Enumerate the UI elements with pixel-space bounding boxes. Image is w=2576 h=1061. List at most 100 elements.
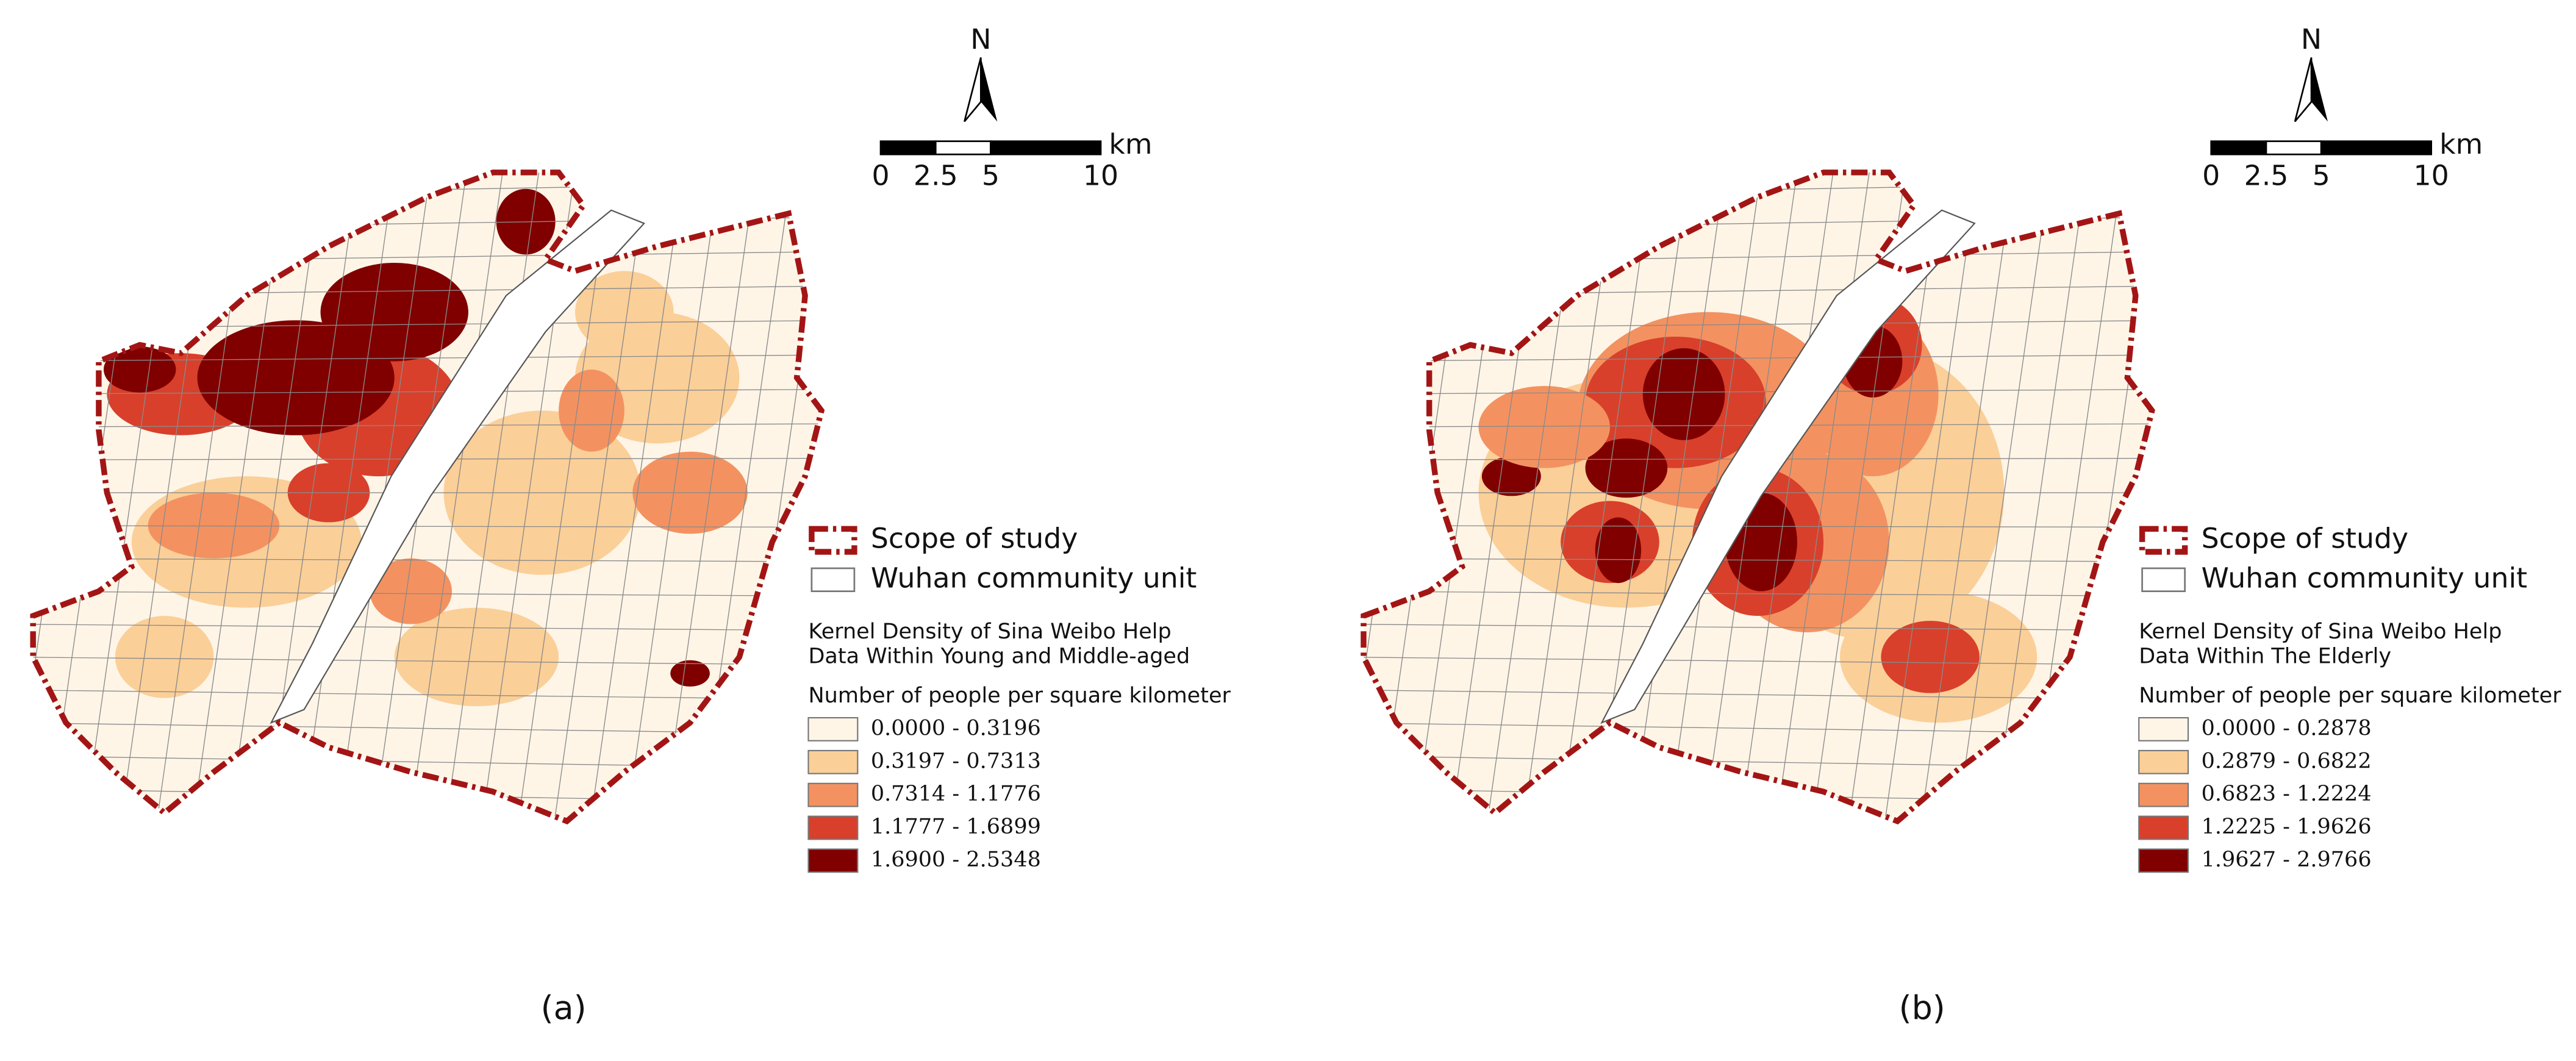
unit-boundary xyxy=(33,558,822,562)
unit-boundary xyxy=(33,388,822,395)
class-swatch xyxy=(807,782,859,807)
class-swatch xyxy=(2138,782,2189,807)
scale-segment xyxy=(934,140,992,155)
scale-segment xyxy=(990,140,1102,155)
unit-boundary xyxy=(0,854,854,873)
boundary-swatch xyxy=(2139,526,2188,555)
scale-label: 10 xyxy=(2414,159,2449,191)
density-patch xyxy=(575,271,674,354)
north-arrow xyxy=(964,57,982,123)
unit-boundary xyxy=(33,623,822,631)
density-patch xyxy=(197,320,395,435)
density-patch xyxy=(1642,348,1725,440)
scale-label: 2.5 xyxy=(914,159,958,191)
unit-boundary xyxy=(33,354,822,362)
study-boundary xyxy=(1361,170,2155,825)
scale-label: 0 xyxy=(871,159,889,191)
density-patch xyxy=(370,558,453,624)
class-swatch xyxy=(2138,848,2189,873)
unit-boundary xyxy=(33,182,822,198)
density-patch xyxy=(670,660,710,687)
north-arrow xyxy=(2294,57,2313,123)
north-arrow xyxy=(981,57,998,122)
scale-label: 0 xyxy=(2202,159,2220,191)
class-label: 1.6900 - 2.5348 xyxy=(871,848,1041,872)
unit-boundary xyxy=(1363,172,1367,821)
class-swatch xyxy=(807,848,859,873)
density-patch xyxy=(1595,517,1642,584)
unit-boundary xyxy=(1331,148,2185,164)
scale-unit: km xyxy=(2439,128,2483,160)
unit-boundary xyxy=(33,525,822,528)
legend-unit: Wuhan community unit xyxy=(2202,562,2528,594)
density-patch xyxy=(559,370,624,452)
unit-boundary xyxy=(33,590,822,597)
scale-label: 10 xyxy=(1083,159,1118,191)
density-patch xyxy=(103,346,176,393)
scale-label: 2.5 xyxy=(2244,159,2289,191)
north-arrow xyxy=(2311,57,2328,122)
unit-boundary xyxy=(1363,656,2152,666)
boundary-swatch xyxy=(809,526,857,555)
scale-segment xyxy=(2320,140,2433,155)
river xyxy=(1600,209,1976,724)
class-label: 0.2879 - 0.6822 xyxy=(2202,749,2372,773)
class-swatch xyxy=(2138,815,2189,840)
legend-title: Data Within The Elderly xyxy=(2139,644,2391,668)
class-label: 0.7314 - 1.1776 xyxy=(871,782,1041,806)
legend-unit: Wuhan community unit xyxy=(871,562,1197,594)
class-label: 0.6823 - 1.2224 xyxy=(2202,782,2372,806)
scale-unit: km xyxy=(1109,128,1152,160)
panel-caption: (a) xyxy=(541,988,587,1027)
class-swatch xyxy=(807,749,859,774)
class-swatch xyxy=(807,815,859,840)
class-swatch xyxy=(2138,716,2189,741)
river xyxy=(270,209,645,724)
density-patch xyxy=(394,607,559,707)
density-patch xyxy=(1478,385,1610,468)
unit-boundary xyxy=(1363,172,1404,821)
unit-boundary xyxy=(1363,354,2152,362)
panel-caption: (b) xyxy=(1899,988,1945,1027)
unit-swatch xyxy=(810,567,856,593)
class-swatch xyxy=(2138,749,2189,774)
class-label: 1.9627 - 2.9766 xyxy=(2202,848,2372,872)
scale-segment xyxy=(2265,140,2322,155)
density-patch xyxy=(320,262,468,362)
unit-boundary xyxy=(1363,623,2152,631)
north-label: N xyxy=(2301,23,2322,55)
density-patch xyxy=(1585,438,1668,498)
class-label: 0.0000 - 0.3196 xyxy=(871,716,1041,740)
north-label: N xyxy=(970,23,991,55)
unit-swatch xyxy=(2141,567,2186,593)
scale-label: 5 xyxy=(982,159,1000,191)
scale-label: 5 xyxy=(2313,159,2330,191)
legend-boundary: Scope of study xyxy=(871,523,1078,555)
unit-boundary xyxy=(1363,788,2152,804)
unit-boundary xyxy=(1232,148,1331,837)
unit-boundary xyxy=(0,821,854,838)
unit-boundary xyxy=(0,148,854,164)
class-swatch xyxy=(807,716,859,741)
unit-boundary xyxy=(33,172,37,821)
legend-boundary: Scope of study xyxy=(2202,523,2409,555)
scale-segment xyxy=(2210,140,2267,155)
study-boundary xyxy=(30,170,825,825)
density-patch xyxy=(1881,621,1980,693)
density-patch xyxy=(115,616,214,698)
class-label: 1.2225 - 1.9626 xyxy=(2202,815,2372,839)
unit-boundary xyxy=(1363,525,2152,528)
unit-boundary xyxy=(33,656,822,666)
scale-segment xyxy=(879,140,937,155)
unit-boundary xyxy=(33,788,822,804)
legend-title: Kernel Density of Sina Weibo Help xyxy=(2139,620,2502,644)
unit-boundary xyxy=(1363,182,2152,198)
class-label: 0.0000 - 0.2878 xyxy=(2202,716,2372,740)
class-label: 1.1777 - 1.6899 xyxy=(871,815,1041,839)
legend-subtitle: Number of people per square kilometer xyxy=(2139,684,2561,708)
unit-boundary xyxy=(1363,388,2152,395)
unit-boundary xyxy=(1363,590,2152,597)
unit-boundary xyxy=(1331,821,2185,838)
